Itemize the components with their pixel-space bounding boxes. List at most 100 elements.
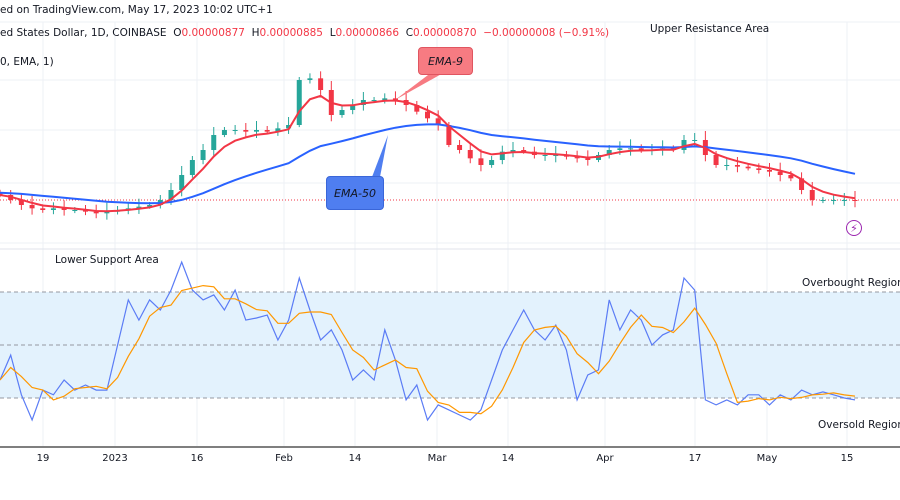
time-tick-label: Apr — [596, 453, 614, 464]
candle-body — [553, 155, 559, 156]
candle-body — [499, 151, 505, 160]
candle-body — [382, 98, 388, 100]
candle-body — [200, 150, 206, 160]
time-tick-label: 14 — [501, 453, 515, 464]
candle-body — [831, 200, 837, 201]
candle-body — [489, 160, 495, 165]
candle-body — [392, 98, 398, 100]
candle-body — [296, 80, 302, 125]
change-value: −0.00000008 (−0.91%) — [483, 27, 610, 39]
time-tick-label: Feb — [275, 453, 293, 464]
candle-body — [136, 206, 142, 209]
candle-body — [168, 190, 174, 200]
candle-body — [713, 155, 719, 165]
low-label: L — [329, 27, 336, 39]
candle-body — [83, 210, 88, 212]
time-tick-label: Mar — [427, 453, 447, 464]
ema50-callout[interactable]: EMA-50 — [326, 176, 384, 210]
time-tick-label: 16 — [190, 453, 204, 464]
candle-body — [414, 105, 420, 112]
indicator-legend[interactable]: 0, EMA, 1) — [0, 56, 54, 68]
candle-body — [211, 135, 217, 150]
high-value: 0.00000885 — [259, 27, 323, 39]
candle-body — [820, 200, 826, 201]
candle-body — [93, 211, 99, 214]
ema9-pointer — [395, 72, 445, 100]
candle-body — [29, 205, 35, 209]
candle-body — [628, 148, 634, 150]
candle-body — [307, 78, 313, 80]
candle-body — [147, 205, 153, 207]
candle-body — [104, 211, 110, 214]
candle-body — [852, 200, 858, 201]
close-value: 0.00000870 — [413, 27, 477, 39]
candle-body — [254, 130, 259, 132]
oversold-label: Oversold Region — [818, 419, 900, 431]
candle-body — [425, 111, 430, 119]
rsi-signal-line — [0, 284, 856, 415]
time-tick-label: 17 — [688, 453, 702, 464]
candle-body — [40, 208, 46, 210]
candle-body — [606, 150, 612, 155]
candle-body — [371, 100, 377, 101]
ema9-callout[interactable]: EMA-9 — [418, 47, 473, 75]
candle-body — [638, 148, 644, 150]
candle-body — [724, 165, 730, 166]
ema9-line — [0, 94, 856, 213]
low-value: 0.00000866 — [335, 27, 400, 39]
symbol-name: ed States Dollar, 1D, COINBASE — [0, 27, 167, 39]
candle-body — [617, 148, 623, 150]
ema50-pointer — [372, 135, 388, 177]
candle-body — [574, 156, 580, 159]
rsi-line — [0, 260, 856, 422]
time-tick-label: 15 — [840, 453, 854, 464]
lightning-icon[interactable]: ⚡ — [846, 220, 862, 236]
candle-body — [510, 150, 516, 152]
upper-resistance-label: Upper Resistance Area — [650, 23, 770, 35]
candle-body — [72, 210, 78, 211]
candle-body — [734, 165, 740, 167]
candle-body — [777, 171, 783, 175]
candle-body — [275, 128, 281, 132]
candle-body — [745, 166, 751, 169]
candle-body — [350, 105, 356, 110]
candle-body — [799, 178, 805, 190]
symbol-legend: ed States Dollar, 1D, COINBASE O 0.000008… — [0, 27, 609, 39]
candle-body — [189, 160, 195, 175]
published-note: ed on TradingView.com, May 17, 2023 10:0… — [0, 4, 273, 16]
candle-body — [788, 175, 794, 179]
candle-body — [339, 110, 345, 115]
time-tick-label: 2023 — [102, 453, 128, 464]
candle-body — [542, 155, 548, 156]
candle-body — [809, 190, 815, 200]
candle-body — [264, 130, 270, 132]
close-label: C — [405, 27, 414, 39]
candle-body — [61, 208, 67, 210]
candle-body — [179, 175, 185, 190]
candle-body — [446, 125, 452, 145]
candle-body — [841, 200, 847, 201]
open-label: O — [173, 27, 182, 39]
ema50-line — [0, 123, 856, 205]
high-label: H — [251, 27, 260, 39]
lower-support-label: Lower Support Area — [55, 254, 159, 266]
candle-body — [435, 118, 441, 125]
time-tick-label: 14 — [348, 453, 362, 464]
candle-body — [521, 150, 527, 152]
candle-body — [692, 140, 698, 141]
candle-body — [243, 130, 249, 132]
time-tick-label: 19 — [36, 453, 50, 464]
candle-body — [467, 150, 473, 159]
candle-body — [318, 78, 324, 90]
candle-body — [478, 158, 484, 165]
ema9-callout-text: EMA-9 — [428, 54, 463, 68]
candle-body — [18, 200, 24, 205]
candle-body — [232, 130, 238, 131]
candle-body — [50, 208, 56, 210]
candle-body — [767, 170, 772, 172]
candle-body — [221, 130, 227, 135]
candle-body — [457, 145, 463, 150]
candle-body — [286, 125, 292, 129]
overbought-label: Overbought Region — [802, 277, 900, 289]
